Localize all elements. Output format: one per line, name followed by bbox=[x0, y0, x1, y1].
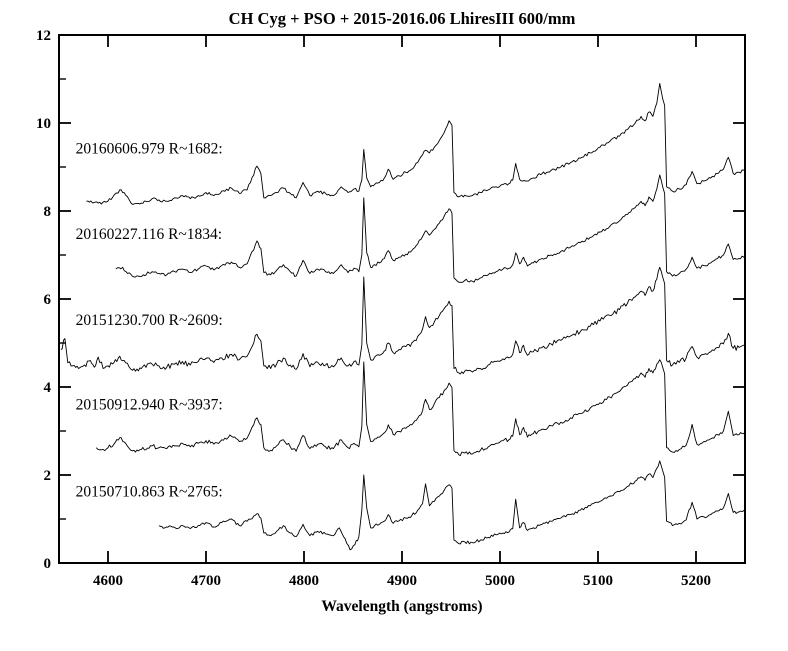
spectrum-20160606-curve bbox=[86, 82, 746, 205]
x-tick-label: 4700 bbox=[191, 573, 221, 589]
x-tick-label: 5200 bbox=[681, 573, 711, 589]
y-tick-label: 4 bbox=[44, 380, 52, 396]
chart-title: CH Cyg + PSO + 2015-2016.06 LhiresIII 60… bbox=[229, 9, 576, 28]
x-tick-label: 4900 bbox=[387, 573, 417, 589]
x-tick-label: 4800 bbox=[289, 573, 319, 589]
y-tick-label: 2 bbox=[44, 468, 52, 484]
x-tick-label: 4600 bbox=[93, 573, 123, 589]
y-tick-label: 0 bbox=[44, 556, 52, 572]
spectra-labels: 20160606.979 R~1682: 20160227.116 R~1834:… bbox=[76, 141, 223, 501]
spectrum-20150710-curve bbox=[158, 460, 746, 551]
spectrum-20150912-label: 20150912.940 R~3937: bbox=[76, 397, 223, 414]
y-tick-label: 6 bbox=[44, 292, 52, 308]
spectrum-20160227-label: 20160227.116 R~1834: bbox=[76, 226, 222, 243]
axes: 4600 4700 4800 4900 5000 5100 5200 0 2 4 6 8 10 12 bbox=[36, 28, 746, 589]
spectrum-20160606-label: 20160606.979 R~1682: bbox=[76, 141, 223, 158]
y-tick-label: 8 bbox=[44, 204, 52, 220]
spectra-curves bbox=[60, 82, 746, 551]
x-tick-label: 5100 bbox=[583, 573, 613, 589]
x-axis-label: Wavelength (angstroms) bbox=[321, 598, 482, 615]
x-tick-label: 5000 bbox=[485, 573, 515, 589]
spectrum-20151230-curve bbox=[60, 266, 746, 375]
spectrum-20151230-label: 20151230.700 R~2609: bbox=[76, 312, 223, 329]
spectrum-20150710-label: 20150710.863 R~2765: bbox=[76, 484, 223, 501]
spectrum-20150912-curve bbox=[95, 359, 746, 457]
spectrum-20160227-curve bbox=[115, 174, 746, 283]
y-tick-label: 12 bbox=[36, 28, 51, 44]
y-tick-label: 10 bbox=[36, 116, 51, 132]
